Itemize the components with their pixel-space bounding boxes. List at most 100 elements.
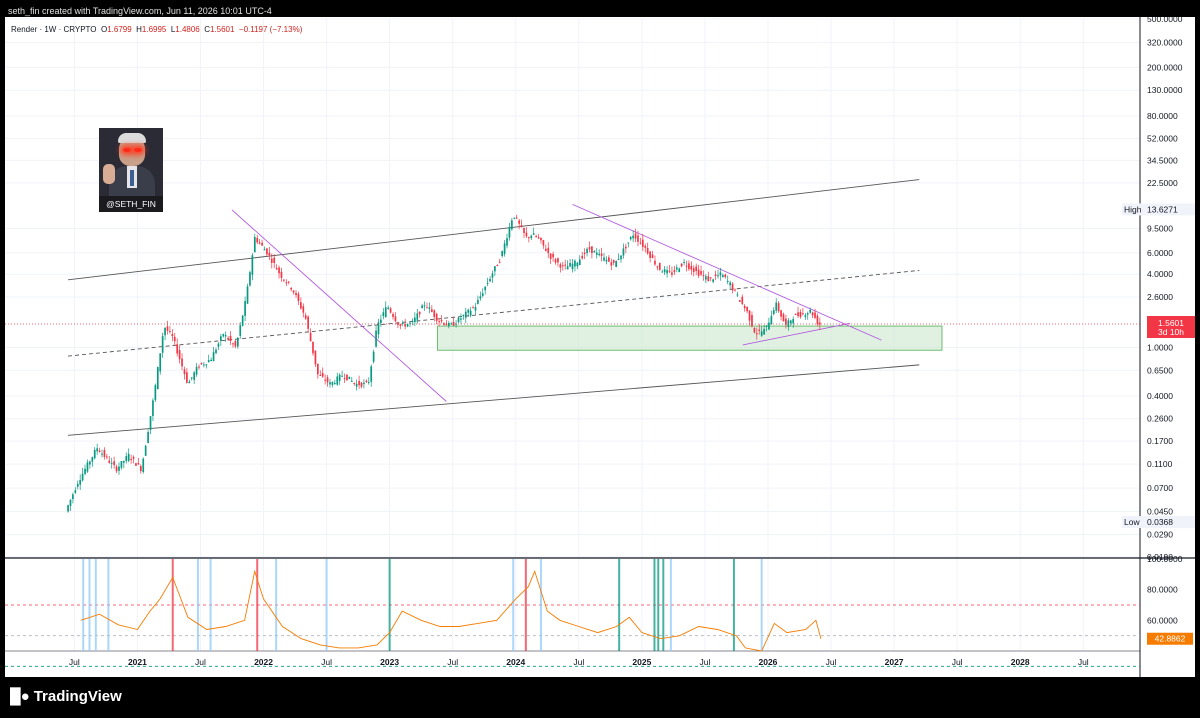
candle-body [188, 381, 191, 384]
candle-body [651, 254, 654, 258]
candle-body [610, 262, 613, 266]
time-tick-label: Jul [321, 657, 332, 667]
candle-body [324, 379, 326, 381]
candle-body [760, 331, 763, 336]
candle-body [569, 262, 571, 267]
candle-body [152, 400, 154, 417]
price-tick-label: 1.0000 [1147, 343, 1173, 353]
candle-body [511, 220, 513, 230]
osc-signal-bar [760, 559, 763, 651]
candle-body [748, 310, 751, 321]
candle-body [205, 364, 208, 366]
osc-signal-bar [82, 559, 85, 651]
candle-body [372, 351, 375, 362]
time-axis: Jul 2021 Jul 2022 Jul 2023 Jul 2024 Jul 2025 Jul 20… [69, 657, 1089, 667]
candle-body [263, 249, 266, 251]
osc-signal-bar [325, 559, 328, 651]
candle-body [261, 242, 263, 246]
candle-body [312, 341, 314, 354]
candle-body [358, 380, 360, 386]
candle-body [709, 277, 712, 279]
chart-area[interactable]: 500.0000 320.0000 200.0000 130.0000 80.0000 5… [5, 14, 1195, 677]
chart-svg[interactable]: 500.0000 320.0000 200.0000 130.0000 80.0000 5… [5, 14, 1195, 677]
price-tick-label: 80.0000 [1147, 111, 1178, 121]
candle-body [236, 337, 239, 347]
candle-body [127, 453, 130, 461]
candles [67, 214, 821, 513]
price-tick-label: 500.0000 [1147, 17, 1183, 24]
candle-body [814, 312, 816, 318]
candle-body [617, 259, 620, 261]
candle-body [406, 324, 409, 327]
osc-signal-bar [732, 559, 735, 651]
candle-body [736, 294, 739, 296]
candle-body [96, 448, 99, 452]
candle-body [67, 505, 69, 512]
countdown-label: 3d 10h [1158, 327, 1184, 337]
osc-signal-bar [171, 559, 174, 651]
candle-body [729, 282, 731, 286]
candle-body [161, 336, 164, 353]
candle-body [656, 266, 659, 268]
time-tick-label: Jul [573, 657, 584, 667]
candle-body [156, 367, 159, 390]
candle-body [355, 383, 358, 387]
candle-body [377, 322, 380, 335]
price-tick-label: 9.5000 [1147, 223, 1173, 233]
candle-body [171, 333, 174, 337]
candle-body [268, 252, 271, 256]
candle-body [792, 319, 795, 324]
candle-body [348, 376, 351, 380]
candle-body [98, 450, 101, 453]
tradingview-brand[interactable]: █● TradingView [10, 688, 122, 705]
candle-body [132, 456, 135, 459]
candle-body [506, 238, 508, 246]
candle-body [212, 352, 215, 362]
candle-body [707, 276, 710, 282]
price-tick-label: 52.0000 [1147, 134, 1178, 144]
candle-body [91, 457, 94, 462]
symbol-label[interactable]: Render · 1W · CRYPTO [11, 25, 97, 34]
candle-body [278, 267, 280, 274]
candle-body [632, 235, 634, 239]
candle-body [198, 366, 200, 368]
candle-body [178, 350, 181, 360]
candle-body [176, 344, 179, 354]
candle-body [246, 286, 249, 304]
high-label: H [136, 25, 142, 34]
candle-body [481, 293, 484, 296]
price-tick-label: 0.1100 [1147, 459, 1173, 469]
candle-body [668, 270, 671, 272]
candle-body [338, 374, 341, 381]
candle-body [443, 323, 445, 325]
candle-body [300, 302, 302, 309]
candle-body [683, 261, 685, 263]
low-label: Low [1124, 517, 1140, 527]
candle-body [331, 381, 334, 385]
candle-body [634, 233, 637, 239]
candle-body [532, 233, 535, 235]
candle-body [816, 315, 819, 325]
candle-body [535, 236, 537, 238]
candle-body [530, 235, 533, 239]
candle-body [195, 366, 198, 375]
candle-body [249, 272, 251, 286]
candle-body [549, 253, 552, 260]
candle-body [409, 322, 411, 324]
candle-body [93, 450, 96, 459]
time-tick-label: 2026 [759, 657, 778, 667]
candle-body [612, 259, 615, 263]
osc-signal-bar [653, 559, 656, 651]
candle-body [666, 270, 668, 274]
candle-body [375, 330, 377, 347]
laser-eye-icon [123, 148, 131, 152]
candle-body [200, 362, 203, 365]
candle-body [103, 450, 106, 457]
candle-body [542, 240, 545, 246]
candle-body [232, 343, 234, 345]
current-price-badge [1147, 315, 1195, 338]
candle-body [768, 322, 770, 330]
candle-body [285, 282, 288, 284]
candle-body [498, 261, 501, 263]
candle-body [326, 377, 329, 383]
